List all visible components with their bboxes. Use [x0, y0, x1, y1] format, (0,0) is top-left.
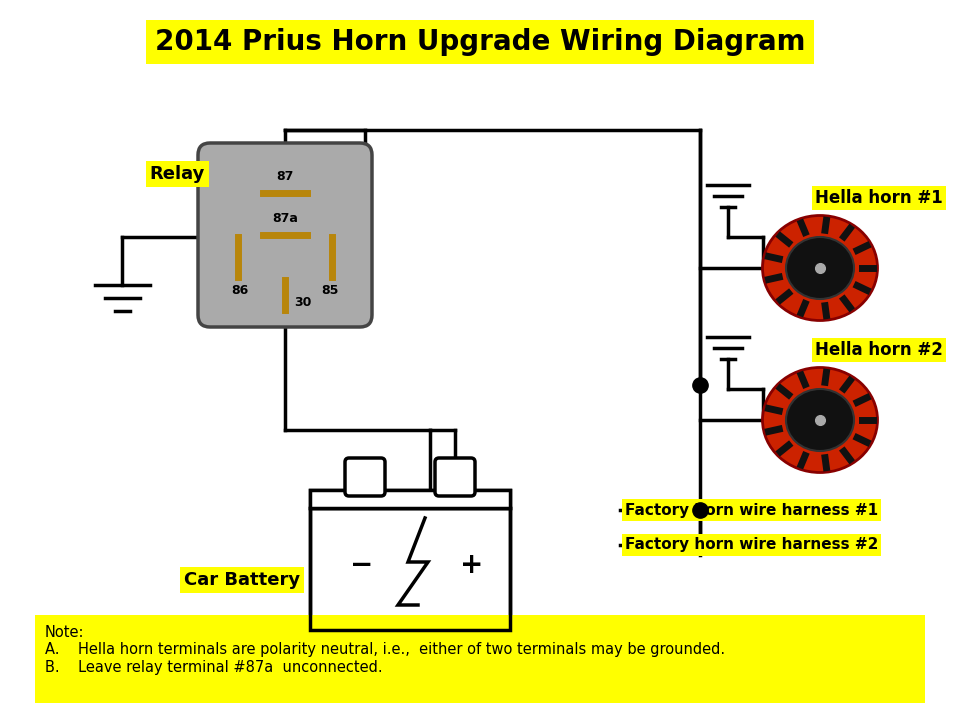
- Bar: [35, 615, 925, 703]
- Text: Hella horn #2: Hella horn #2: [815, 341, 943, 359]
- Text: 87a: 87a: [272, 212, 298, 225]
- Text: Relay: Relay: [150, 165, 205, 183]
- Text: Factory horn wire harness #1: Factory horn wire harness #1: [625, 503, 878, 518]
- Text: 85: 85: [322, 284, 339, 297]
- Ellipse shape: [762, 367, 877, 472]
- Bar: [310, 490, 510, 508]
- Ellipse shape: [786, 389, 854, 451]
- Text: +: +: [460, 551, 484, 579]
- Ellipse shape: [786, 237, 854, 299]
- Text: 86: 86: [231, 284, 249, 297]
- Text: Hella horn #1: Hella horn #1: [815, 189, 943, 207]
- Text: 87: 87: [276, 171, 294, 184]
- Text: Note:
A.    Hella horn terminals are polarity neutral, i.e.,  either of two term: Note: A. Hella horn terminals are polari…: [45, 625, 725, 675]
- Text: 2014 Prius Horn Upgrade Wiring Diagram: 2014 Prius Horn Upgrade Wiring Diagram: [155, 28, 805, 56]
- Text: −: −: [350, 551, 373, 579]
- Text: Factory horn wire harness #2: Factory horn wire harness #2: [625, 538, 878, 552]
- Bar: [310, 508, 510, 630]
- Bar: [310, 490, 510, 508]
- FancyBboxPatch shape: [435, 458, 475, 496]
- Text: Car Battery: Car Battery: [184, 571, 300, 589]
- FancyBboxPatch shape: [198, 143, 372, 327]
- Text: 30: 30: [295, 297, 312, 310]
- Bar: [310, 508, 510, 630]
- FancyBboxPatch shape: [345, 458, 385, 496]
- Ellipse shape: [762, 215, 877, 320]
